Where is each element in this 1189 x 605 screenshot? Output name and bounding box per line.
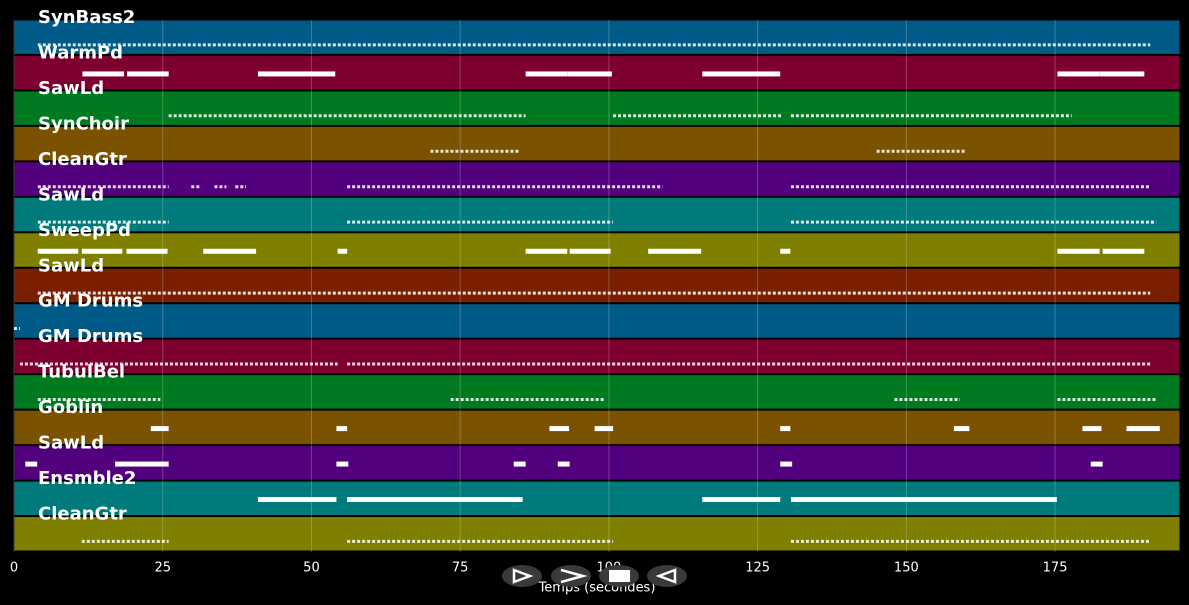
forward-button[interactable]: [551, 565, 591, 587]
note: [336, 461, 349, 467]
note: [780, 426, 791, 432]
note: [203, 248, 257, 254]
track-name: SawLd: [38, 184, 104, 205]
track-name: SweepPd: [38, 220, 131, 241]
note: [953, 426, 970, 432]
note: [25, 461, 38, 467]
track-name: SawLd: [38, 255, 104, 276]
track-name: SawLd: [38, 433, 104, 454]
note: [1057, 71, 1100, 77]
rewind-button[interactable]: [647, 565, 687, 587]
x-tick-label: 25: [154, 561, 171, 576]
note: [336, 426, 348, 432]
track-name: Goblin: [38, 397, 103, 418]
note: [569, 248, 611, 254]
note: [127, 71, 169, 77]
note: [257, 71, 336, 77]
note: [1102, 248, 1145, 254]
note: [1099, 71, 1145, 77]
note: [780, 248, 791, 254]
lane: [13, 516, 1181, 552]
lane: [13, 445, 1181, 481]
lane: [13, 125, 1181, 162]
note: [126, 248, 168, 254]
lane: [13, 19, 1181, 55]
note: [567, 71, 612, 77]
track-name: SynChoir: [38, 113, 129, 134]
track-name: CleanGtr: [38, 504, 127, 525]
lane: [13, 196, 1181, 233]
lanes: [13, 19, 1181, 552]
note: [648, 248, 702, 254]
note: [513, 461, 526, 467]
x-tick-label: 150: [894, 561, 919, 576]
note: [525, 71, 568, 77]
x-tick-label: 0: [10, 561, 18, 576]
player-controls: [502, 565, 687, 587]
lane: [13, 161, 1181, 197]
note: [780, 461, 793, 467]
x-tick-label: 75: [452, 561, 469, 576]
stop-button[interactable]: [599, 565, 639, 587]
note: [1126, 426, 1160, 432]
note: [82, 71, 125, 77]
track-name: GM Drums: [38, 291, 143, 312]
x-tick-label: 175: [1043, 561, 1068, 576]
track-name: GM Drums: [38, 326, 143, 347]
note: [557, 461, 570, 467]
note: [81, 248, 123, 254]
labels: 0255075100125150175SynBass2WarmPdSawLdSy…: [10, 7, 1068, 576]
note: [594, 426, 614, 432]
note: [347, 497, 523, 503]
play-button[interactable]: [502, 565, 542, 587]
note: [150, 426, 169, 432]
lane: [13, 90, 1181, 126]
track-name: SawLd: [38, 78, 104, 99]
x-tick-label: 125: [745, 561, 770, 576]
x-tick-label: 50: [303, 561, 320, 576]
track-name: SynBass2: [38, 7, 135, 28]
track-name: CleanGtr: [38, 149, 127, 170]
note: [549, 426, 570, 432]
note: [37, 248, 79, 254]
lane: [13, 338, 1181, 375]
note: [1057, 248, 1100, 254]
note: [1090, 461, 1103, 467]
note: [115, 461, 169, 467]
note: [790, 497, 1057, 503]
lane: [13, 374, 1181, 410]
note: [702, 71, 781, 77]
track-name: WarmPd: [38, 42, 123, 63]
notes: [14, 43, 1160, 543]
note: [1082, 426, 1102, 432]
note: [337, 248, 348, 254]
grid: [13, 20, 1056, 552]
note: [257, 497, 337, 503]
note: [702, 497, 781, 503]
lane: [13, 267, 1181, 304]
track-name: TubulBel: [38, 362, 125, 383]
track-name: Ensmble2: [38, 468, 136, 489]
lane: [13, 303, 1181, 339]
note: [525, 248, 568, 254]
